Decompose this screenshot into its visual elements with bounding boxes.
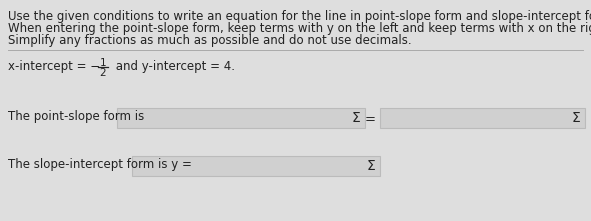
Text: When entering the point-slope form, keep terms with y on the left and keep terms: When entering the point-slope form, keep… xyxy=(8,22,591,35)
FancyBboxPatch shape xyxy=(132,156,380,176)
Text: Σ: Σ xyxy=(366,159,375,173)
Text: The point-slope form is: The point-slope form is xyxy=(8,110,144,123)
Text: Σ: Σ xyxy=(352,111,361,125)
Text: x-intercept = −: x-intercept = − xyxy=(8,60,100,73)
Text: The slope-intercept form is y =: The slope-intercept form is y = xyxy=(8,158,192,171)
Text: and y-intercept = 4.: and y-intercept = 4. xyxy=(112,60,235,73)
Text: Use the given conditions to write an equation for the line in point-slope form a: Use the given conditions to write an equ… xyxy=(8,10,591,23)
Text: 1: 1 xyxy=(100,58,106,68)
Text: Simplify any fractions as much as possible and do not use decimals.: Simplify any fractions as much as possib… xyxy=(8,34,411,47)
Text: Σ: Σ xyxy=(571,111,580,125)
FancyBboxPatch shape xyxy=(117,108,365,128)
Text: 2: 2 xyxy=(100,68,106,78)
FancyBboxPatch shape xyxy=(380,108,585,128)
Text: =: = xyxy=(365,113,375,126)
